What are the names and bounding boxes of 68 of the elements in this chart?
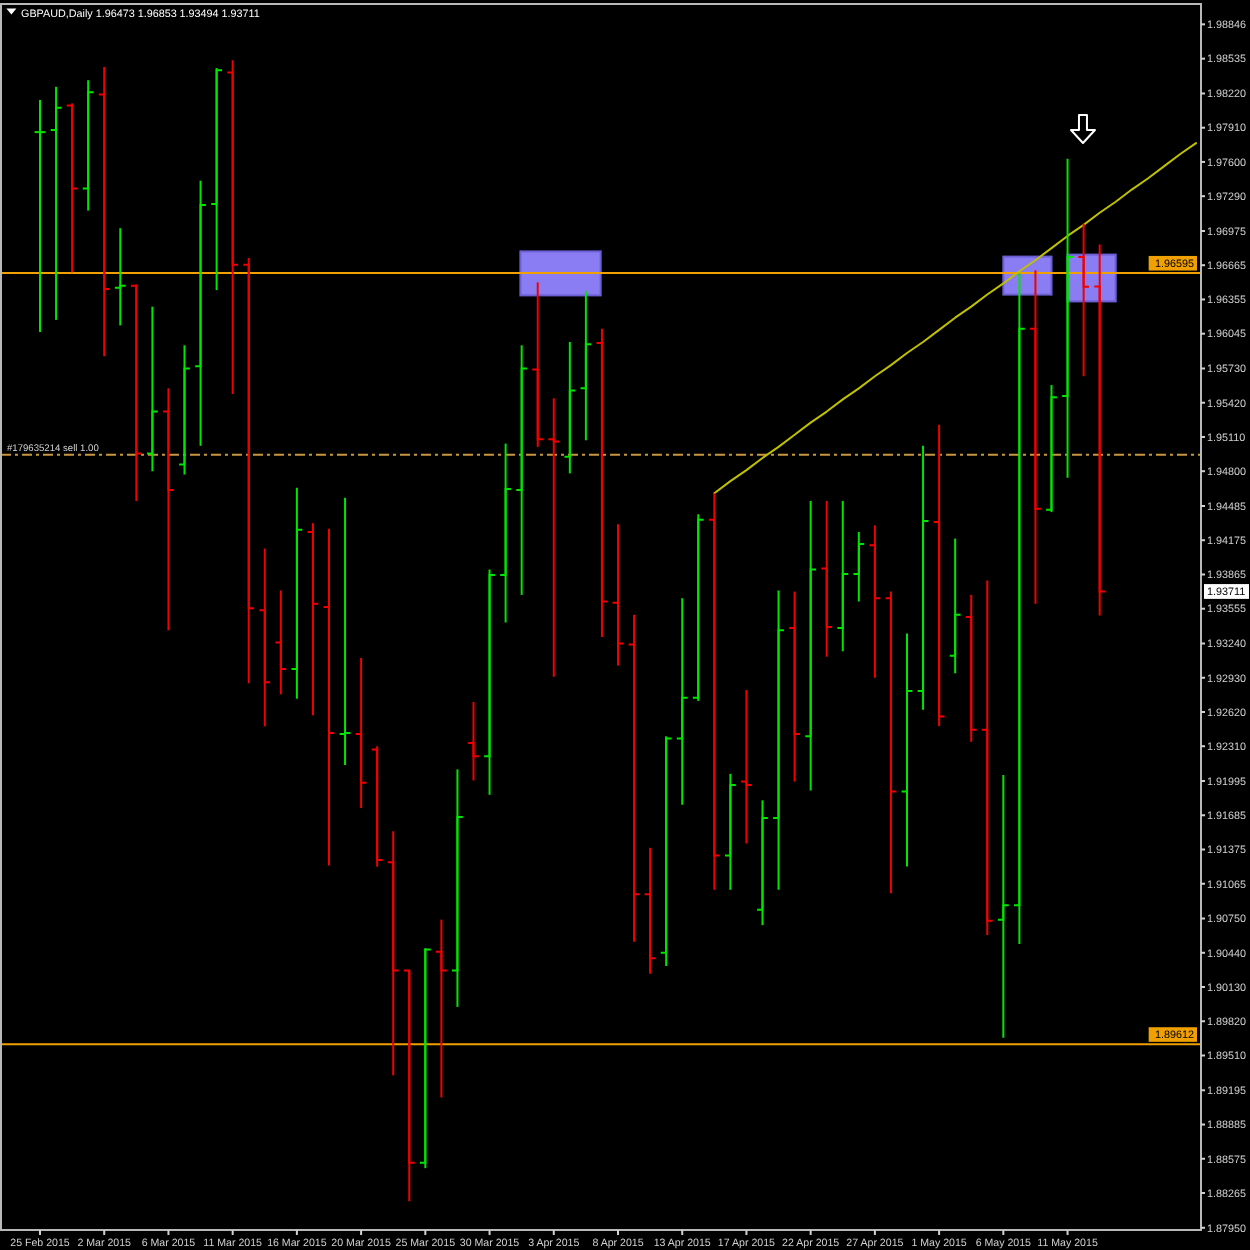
candlestick: [579, 290, 593, 442]
candlestick: [418, 947, 432, 1170]
candlestick: [386, 830, 400, 1077]
candlestick: [643, 846, 657, 975]
candlestick: [1061, 157, 1074, 479]
candlestick: [242, 257, 256, 685]
candlestick: [932, 423, 946, 728]
candlestick: [226, 59, 240, 395]
candlestick: [980, 579, 994, 937]
candlestick: [210, 67, 224, 292]
candlestick: [627, 613, 641, 943]
candlestick: [820, 500, 834, 658]
candlestick: [338, 496, 352, 766]
candlestick: [274, 589, 288, 696]
candlestick: [547, 397, 561, 678]
candlestick: [691, 513, 705, 702]
candlestick: [1012, 272, 1026, 945]
candlestick: [434, 918, 448, 1099]
candlestick: [1077, 222, 1091, 378]
line-series: [713, 142, 1197, 495]
candlestick: [675, 597, 689, 806]
candlestick: [515, 344, 529, 596]
candlestick: [948, 537, 962, 675]
candlestick: [611, 523, 625, 667]
candlestick: [868, 524, 882, 679]
candlestick: [852, 530, 866, 603]
candlestick: [33, 99, 47, 334]
candlestick: [1093, 243, 1107, 617]
candlestick: [756, 799, 769, 927]
candlestick: [65, 102, 79, 274]
candlestick: [1029, 269, 1042, 605]
candlestick: [129, 283, 143, 503]
candlestick: [595, 327, 609, 638]
candlestick: [723, 772, 737, 891]
candlestick: [370, 745, 384, 868]
candlestick: [178, 344, 191, 476]
candlestick: [145, 305, 159, 473]
candlestick: [354, 656, 368, 810]
candlestick: [707, 492, 721, 891]
candlestick: [451, 768, 464, 1008]
candlestick: [836, 500, 850, 653]
candlestick: [772, 589, 785, 891]
candlestick: [900, 632, 914, 868]
candlestick: [964, 593, 978, 743]
candlestick: [194, 179, 207, 447]
candlestick: [113, 227, 127, 327]
candlestick: [483, 568, 496, 796]
candlestick: [1045, 384, 1058, 514]
candlestick: [467, 701, 480, 782]
candlestick: [788, 590, 802, 783]
candlestick: [499, 442, 513, 624]
candlestick: [916, 444, 930, 711]
candlestick: [290, 486, 304, 700]
candlestick: [531, 281, 545, 448]
candlestick: [97, 65, 111, 358]
candlestick: [81, 79, 95, 212]
candlestick: [306, 522, 320, 717]
candlestick: [162, 387, 175, 632]
candlestick: [258, 547, 272, 728]
candlestick: [804, 500, 818, 792]
candlestick: [996, 773, 1010, 1039]
candlestick: [402, 969, 416, 1203]
candlestick: [884, 590, 898, 895]
candlestick: [322, 527, 336, 867]
candlestick: [563, 340, 577, 475]
candlestick: [49, 85, 63, 321]
candlestick: [740, 688, 753, 845]
candlestick: [659, 735, 673, 968]
